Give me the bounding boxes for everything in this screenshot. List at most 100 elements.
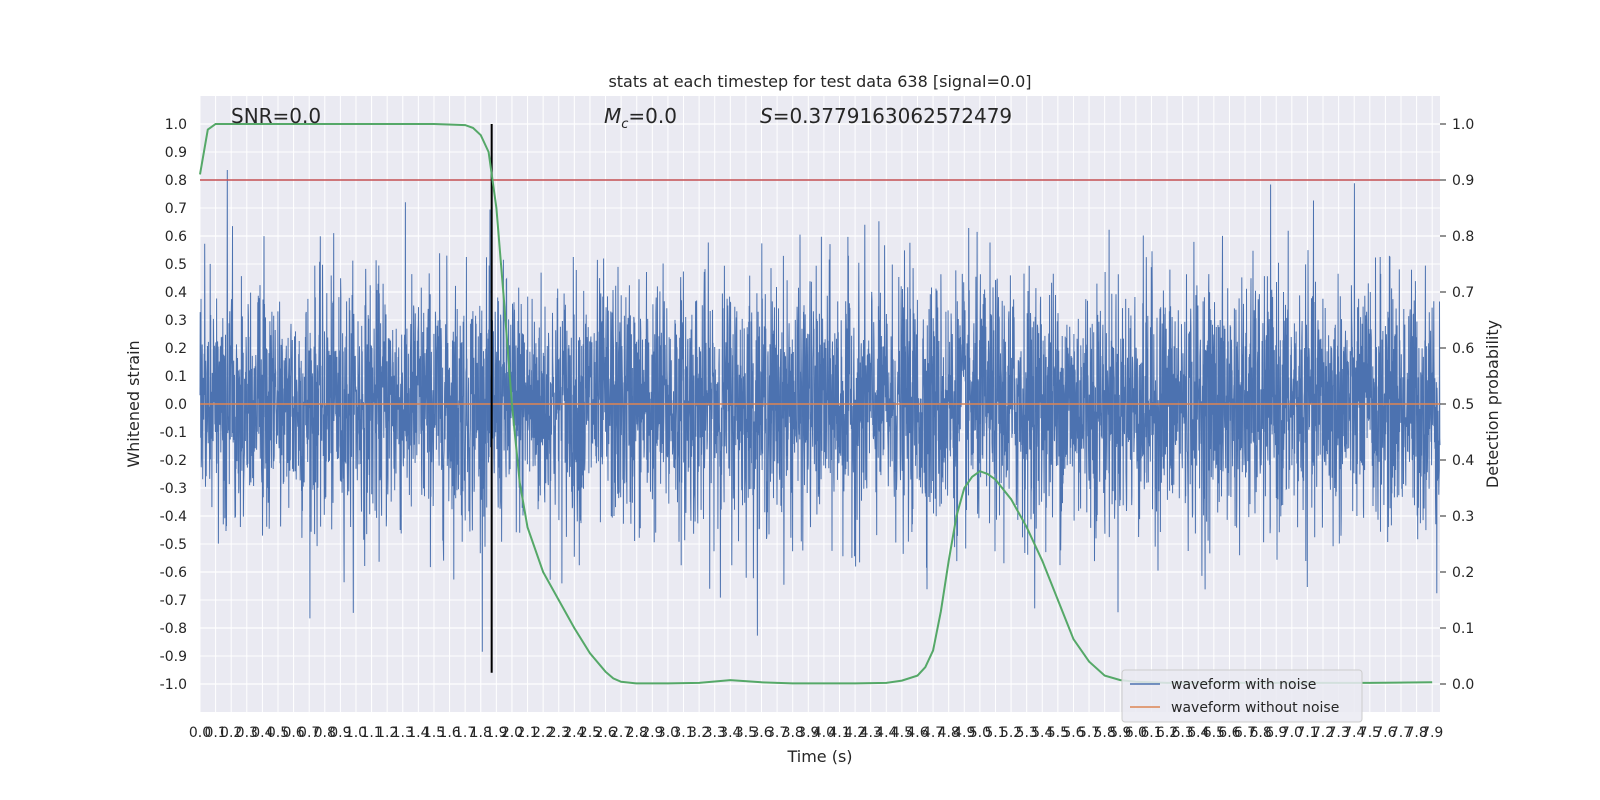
x-tick-label: 0.4: [251, 725, 273, 741]
x-tick-label: 3.4: [719, 725, 741, 741]
x-tick-label: 5.6: [1062, 725, 1084, 741]
chart-title: stats at each timestep for test data 638…: [608, 72, 1031, 91]
x-tick-label: 5.9: [1109, 725, 1131, 741]
y2-tick-label: 0.4: [1452, 453, 1474, 469]
x-tick-label: 4.8: [938, 725, 960, 741]
x-tick-label: 7.3: [1327, 725, 1349, 741]
x-tick-label: 3.9: [797, 725, 819, 741]
x-tick-label: 1.4: [407, 725, 429, 741]
legend-label-noise: waveform with noise: [1171, 677, 1316, 693]
x-tick-label: 3.1: [672, 725, 694, 741]
y-axis-label: Whitened strain: [124, 340, 143, 467]
x-tick-label: 7.9: [1421, 725, 1443, 741]
x-tick-label: 7.4: [1343, 725, 1365, 741]
s-symbol: S: [760, 104, 773, 128]
x-tick-label: 0.6: [282, 725, 304, 741]
y-tick-label: 0.5: [165, 257, 187, 273]
x-tick-label: 4.0: [813, 725, 835, 741]
x-tick-label: 3.3: [704, 725, 726, 741]
x-tick-label: 0.8: [314, 725, 336, 741]
y-tick-label: -0.3: [160, 481, 187, 497]
x-tick-label: 7.6: [1374, 725, 1396, 741]
snr-annotation: SNR=0.0: [231, 104, 321, 128]
x-tick-label: 7.0: [1281, 725, 1303, 741]
x-tick-label: 0.7: [298, 725, 320, 741]
x-tick-label: 2.0: [501, 725, 523, 741]
y-tick-label: -1.0: [160, 677, 187, 693]
s-annotation: S=0.3779163062572479: [760, 104, 1012, 128]
x-tick-label: 4.9: [953, 725, 975, 741]
x-tick-label: 5.4: [1031, 725, 1053, 741]
x-tick-label: 1.3: [392, 725, 414, 741]
y2-tick-label: 0.6: [1452, 341, 1474, 357]
y-tick-label: 0.2: [165, 341, 187, 357]
x-tick-label: 6.0: [1125, 725, 1147, 741]
x-tick-label: 7.5: [1359, 725, 1381, 741]
x-tick-label: 6.5: [1203, 725, 1225, 741]
x-tick-label: 6.7: [1234, 725, 1256, 741]
y-tick-label: -0.9: [160, 649, 187, 665]
y-tick-label: 0.4: [165, 285, 187, 301]
x-tick-label: 2.2: [532, 725, 554, 741]
x-tick-label: 4.1: [828, 725, 850, 741]
x-tick-label: 0.9: [329, 725, 351, 741]
y2-tick-label: 0.8: [1452, 229, 1474, 245]
y2-tick-label: 0.1: [1452, 621, 1474, 637]
y2-tick-label: 0.9: [1452, 173, 1474, 189]
x-tick-label: 4.5: [891, 725, 913, 741]
y2-tick-label: 0.2: [1452, 565, 1474, 581]
y2-tick-label: 0.3: [1452, 509, 1474, 525]
x-tick-label: 5.8: [1094, 725, 1116, 741]
detection-probability-line: [199, 123, 1433, 685]
y-tick-label: -0.6: [160, 565, 187, 581]
x-tick-label: 6.3: [1172, 725, 1194, 741]
mc-symbol: M: [604, 104, 621, 128]
x-tick-label: 6.2: [1156, 725, 1178, 741]
x-tick-label: 4.4: [875, 725, 897, 741]
y-tick-label: 0.7: [165, 201, 187, 217]
y2-tick-label: 0.0: [1452, 677, 1474, 693]
legend-label-clean: waveform without noise: [1171, 700, 1339, 716]
x-tick-label: 6.1: [1140, 725, 1162, 741]
x-tick-label: 0.3: [236, 725, 258, 741]
x-tick-label: 5.3: [1016, 725, 1038, 741]
x-tick-label: 0.1: [204, 725, 226, 741]
x-tick-label: 1.0: [345, 725, 367, 741]
x-tick-label: 7.8: [1405, 725, 1427, 741]
y-tick-labels: -1.0 -0.9 -0.8 -0.7 -0.6 -0.5 -0.4 -0.3 -0.2 -0.1…: [160, 117, 187, 693]
x-tick-label: 0.5: [267, 725, 289, 741]
x-tick-label: 5.1: [984, 725, 1006, 741]
x-tick-label: 3.7: [766, 725, 788, 741]
legend-box: [1121, 669, 1363, 723]
x-tick-label: 4.2: [844, 725, 866, 741]
y-tick-label: -0.8: [160, 621, 187, 637]
y2-tick-label: 0.7: [1452, 285, 1474, 301]
x-axis-label: Time (s): [786, 747, 852, 766]
y-tick-label: 0.8: [165, 173, 187, 189]
x-tick-label: 5.5: [1047, 725, 1069, 741]
x-tick-label: 5.2: [1000, 725, 1022, 741]
x-tick-label: 5.0: [969, 725, 991, 741]
x-tick-label: 2.5: [579, 725, 601, 741]
y-tick-label: -0.2: [160, 453, 187, 469]
x-tick-label: 5.7: [1078, 725, 1100, 741]
y2-tick-labels: 0.0 0.1 0.2 0.3 0.4 0.5 0.6 0.7 0.8 0.9 1.0: [1440, 117, 1474, 693]
x-tick-label: 7.2: [1312, 725, 1334, 741]
x-tick-label: 1.5: [423, 725, 445, 741]
waveform-with-noise-series: [199, 169, 1441, 652]
x-tick-label: 4.3: [860, 725, 882, 741]
x-tick-label: 1.6: [438, 725, 460, 741]
x-tick-label: 7.7: [1390, 725, 1412, 741]
x-tick-label: 7.1: [1296, 725, 1318, 741]
x-tick-label: 2.7: [610, 725, 632, 741]
x-tick-label: 6.4: [1187, 725, 1209, 741]
y-tick-label: 0.3: [165, 313, 187, 329]
x-tick-label: 6.9: [1265, 725, 1287, 741]
x-tick-label: 1.1: [360, 725, 382, 741]
legend: waveform with noise waveform without noi…: [1121, 669, 1363, 723]
s-value: =0.3779163062572479: [773, 104, 1012, 128]
y2-axis-label: Detection probability: [1483, 320, 1502, 488]
y-tick-label: -0.5: [160, 537, 187, 553]
x-tick-label: 6.6: [1218, 725, 1240, 741]
